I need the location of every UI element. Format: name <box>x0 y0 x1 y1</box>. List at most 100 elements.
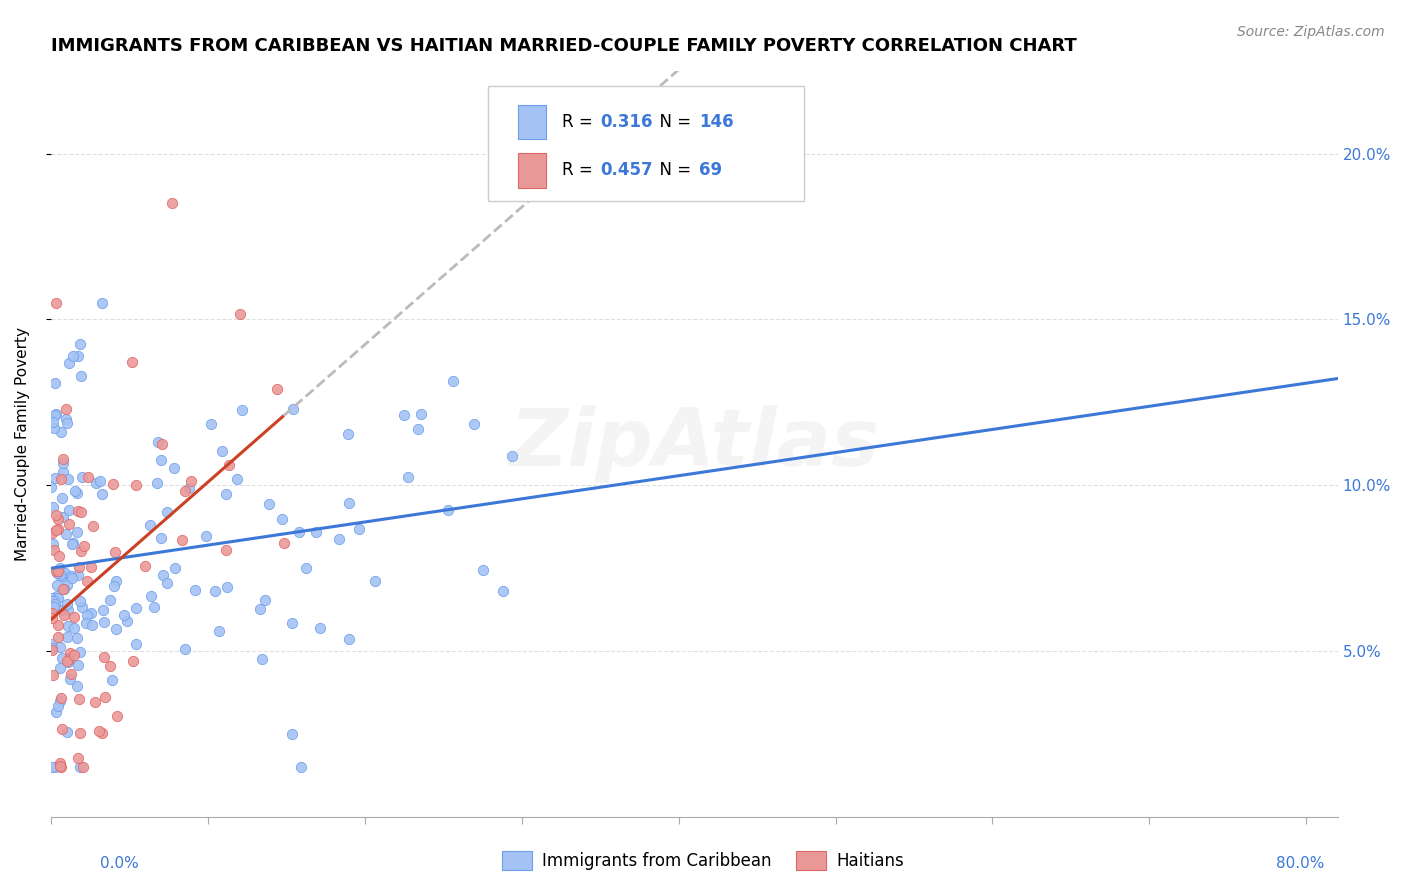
Point <box>346 530 368 544</box>
Point <box>228 544 250 558</box>
Text: N =: N = <box>650 112 696 131</box>
Point <box>49 569 72 583</box>
Point <box>186 437 208 451</box>
Point <box>46 541 69 555</box>
Point <box>55 580 77 594</box>
Point <box>187 610 209 624</box>
Point <box>63 508 86 522</box>
Point <box>56 631 79 645</box>
Point <box>41 760 63 774</box>
Point <box>181 566 204 581</box>
Point <box>79 584 101 599</box>
Point <box>46 618 69 632</box>
Point <box>65 516 87 530</box>
Point <box>41 594 63 608</box>
Point <box>42 721 65 735</box>
Point <box>42 563 65 577</box>
Point <box>42 619 65 633</box>
Text: 0.0%: 0.0% <box>100 856 139 871</box>
Point <box>495 458 517 473</box>
FancyBboxPatch shape <box>488 86 804 202</box>
Point <box>224 426 246 441</box>
Point <box>41 531 63 545</box>
Point <box>349 603 371 617</box>
Point <box>59 548 82 562</box>
Point <box>76 591 98 606</box>
Point <box>84 751 107 765</box>
Point <box>136 594 159 608</box>
Point <box>108 423 131 437</box>
Point <box>46 295 69 310</box>
Point <box>271 574 294 588</box>
Point <box>72 522 94 536</box>
Point <box>157 196 180 211</box>
Point <box>155 527 177 541</box>
Point <box>153 469 176 483</box>
Point <box>72 562 94 576</box>
Point <box>73 657 96 671</box>
Point <box>530 456 553 470</box>
Text: R =: R = <box>562 161 598 179</box>
Point <box>49 533 72 547</box>
Text: Source: ZipAtlas.com: Source: ZipAtlas.com <box>1237 25 1385 39</box>
Point <box>301 610 323 624</box>
Text: 69: 69 <box>699 161 723 179</box>
Point <box>143 602 166 616</box>
Text: 80.0%: 80.0% <box>1277 856 1324 871</box>
Point <box>41 555 63 569</box>
Point <box>56 558 79 573</box>
Point <box>97 628 120 642</box>
Point <box>129 485 152 500</box>
Point <box>224 577 246 591</box>
Point <box>48 636 70 650</box>
Point <box>134 501 156 516</box>
Point <box>44 621 66 635</box>
Point <box>48 531 70 545</box>
Point <box>72 476 94 491</box>
Point <box>101 680 124 694</box>
Point <box>53 561 76 575</box>
Point <box>121 632 143 647</box>
Point <box>63 584 86 599</box>
Point <box>152 541 174 555</box>
Point <box>53 533 76 548</box>
Point <box>143 453 166 467</box>
Point <box>103 576 125 591</box>
Point <box>86 541 108 555</box>
Point <box>181 638 204 652</box>
Point <box>44 566 66 581</box>
Point <box>65 570 87 584</box>
Point <box>53 619 76 633</box>
Point <box>232 653 254 667</box>
Point <box>503 546 526 560</box>
Point <box>97 624 120 638</box>
Point <box>48 510 70 524</box>
Point <box>41 678 63 692</box>
Point <box>48 508 70 522</box>
Point <box>62 500 84 514</box>
Point <box>280 419 302 434</box>
Point <box>66 615 89 629</box>
Point <box>49 504 72 518</box>
Point <box>110 603 132 617</box>
Point <box>75 556 97 570</box>
Point <box>62 503 84 517</box>
Point <box>409 596 432 610</box>
Point <box>82 600 104 615</box>
Point <box>110 483 132 498</box>
Point <box>48 537 70 551</box>
Point <box>45 375 67 389</box>
Point <box>53 599 76 614</box>
Point <box>108 401 131 415</box>
Point <box>41 526 63 541</box>
Point <box>52 533 75 548</box>
Point <box>41 488 63 502</box>
Point <box>65 528 87 542</box>
Text: IMMIGRANTS FROM CARIBBEAN VS HAITIAN MARRIED-COUPLE FAMILY POVERTY CORRELATION C: IMMIGRANTS FROM CARIBBEAN VS HAITIAN MAR… <box>51 37 1077 55</box>
Point <box>56 598 79 612</box>
Legend: Immigrants from Caribbean, Haitians: Immigrants from Caribbean, Haitians <box>495 844 911 877</box>
Point <box>63 600 86 615</box>
Point <box>42 544 65 558</box>
Point <box>44 590 66 604</box>
Point <box>66 515 89 529</box>
